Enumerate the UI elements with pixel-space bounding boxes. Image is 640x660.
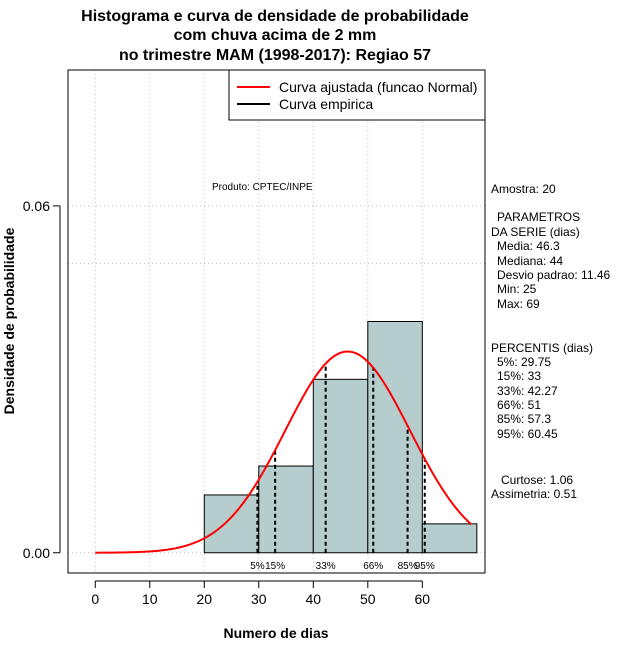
stat-mediana: Mediana: 44 — [497, 254, 563, 268]
stat-media: Media: 46.3 — [497, 239, 560, 253]
stats-panel: Amostra: 20 PARAMETROS DA SERIE (dias) M… — [491, 182, 611, 501]
legend-label-fitted: Curva ajustada (funcao Normal) — [279, 79, 477, 95]
chart-title-line-2: com chuva acima de 2 mm — [174, 27, 377, 44]
stat-p5: 5%: 29.75 — [497, 355, 551, 369]
histogram-bar-2 — [312, 378, 369, 554]
y-tick-label-1: 0.06 — [23, 198, 50, 214]
curve-layer — [95, 350, 473, 554]
legend-box — [228, 69, 486, 121]
chart-title-line-1: Histograma e curva de densidade de proba… — [81, 8, 469, 25]
product-annotation: Produto: CPTEC/INPE — [212, 182, 313, 193]
y-tick-label-0: 0.00 — [23, 545, 50, 561]
percentile-label-5pct: 5% — [250, 561, 265, 572]
percentile-label-95pct: 95% — [415, 561, 435, 572]
histogram-bar-4 — [421, 523, 478, 554]
stat-min: Min: 25 — [497, 282, 537, 296]
percentile-label-33pct: 33% — [316, 561, 336, 572]
x-tick-label-4: 40 — [306, 591, 322, 607]
stat-assimetria: Assimetria: 0.51 — [491, 487, 577, 501]
stat-p15: 15%: 33 — [497, 369, 541, 383]
x-tick-label-6: 60 — [415, 591, 431, 607]
histogram-bar-1 — [258, 465, 314, 554]
stat-amostra: Amostra: 20 — [491, 182, 556, 196]
bars-layer — [203, 321, 478, 554]
x-tick-label-1: 10 — [142, 591, 158, 607]
stat-p85: 85%: 57.3 — [497, 412, 551, 426]
percentile-label-15pct: 15% — [265, 561, 285, 572]
stat-p33: 33%: 42.27 — [497, 384, 558, 398]
params-title-2: DA SERIE (dias) — [491, 225, 580, 239]
percentile-label-66pct: 66% — [363, 561, 383, 572]
percentis-title: PERCENTIS (dias) — [491, 341, 593, 355]
x-tick-label-2: 20 — [196, 591, 212, 607]
stat-max: Max: 69 — [497, 297, 540, 311]
normal-fit-curve — [95, 350, 473, 554]
histogram-bar-0 — [203, 494, 260, 554]
y-axis-label: Densidade de probabilidade — [1, 227, 17, 414]
x-axis: 0 10 20 30 40 50 60 — [91, 580, 431, 607]
legend-label-empirical: Curva empirica — [279, 96, 373, 112]
x-axis-label: Numero de dias — [223, 625, 328, 641]
stat-desvio: Desvio padrao: 11.46 — [497, 268, 611, 282]
x-tick-label-0: 0 — [91, 591, 99, 607]
x-tick-label-3: 30 — [251, 591, 267, 607]
legend: Curva ajustada (funcao Normal) Curva emp… — [228, 69, 486, 121]
chart-title-line-3: no trimestre MAM (1998-2017): Regiao 57 — [119, 47, 431, 64]
stat-curtose: Curtose: 1.06 — [501, 473, 573, 487]
percentile-layer: 5% 15% 33% 66% 85%95% — [250, 363, 435, 572]
percentile-label-85pct: 85% — [398, 561, 418, 572]
params-title-1: PARAMETROS — [497, 210, 580, 224]
x-tick-label-5: 50 — [360, 591, 376, 607]
stat-p66: 66%: 51 — [497, 398, 541, 412]
stat-p95: 95%: 60.45 — [497, 427, 558, 441]
y-axis: 0.00 0.06 — [23, 198, 61, 561]
